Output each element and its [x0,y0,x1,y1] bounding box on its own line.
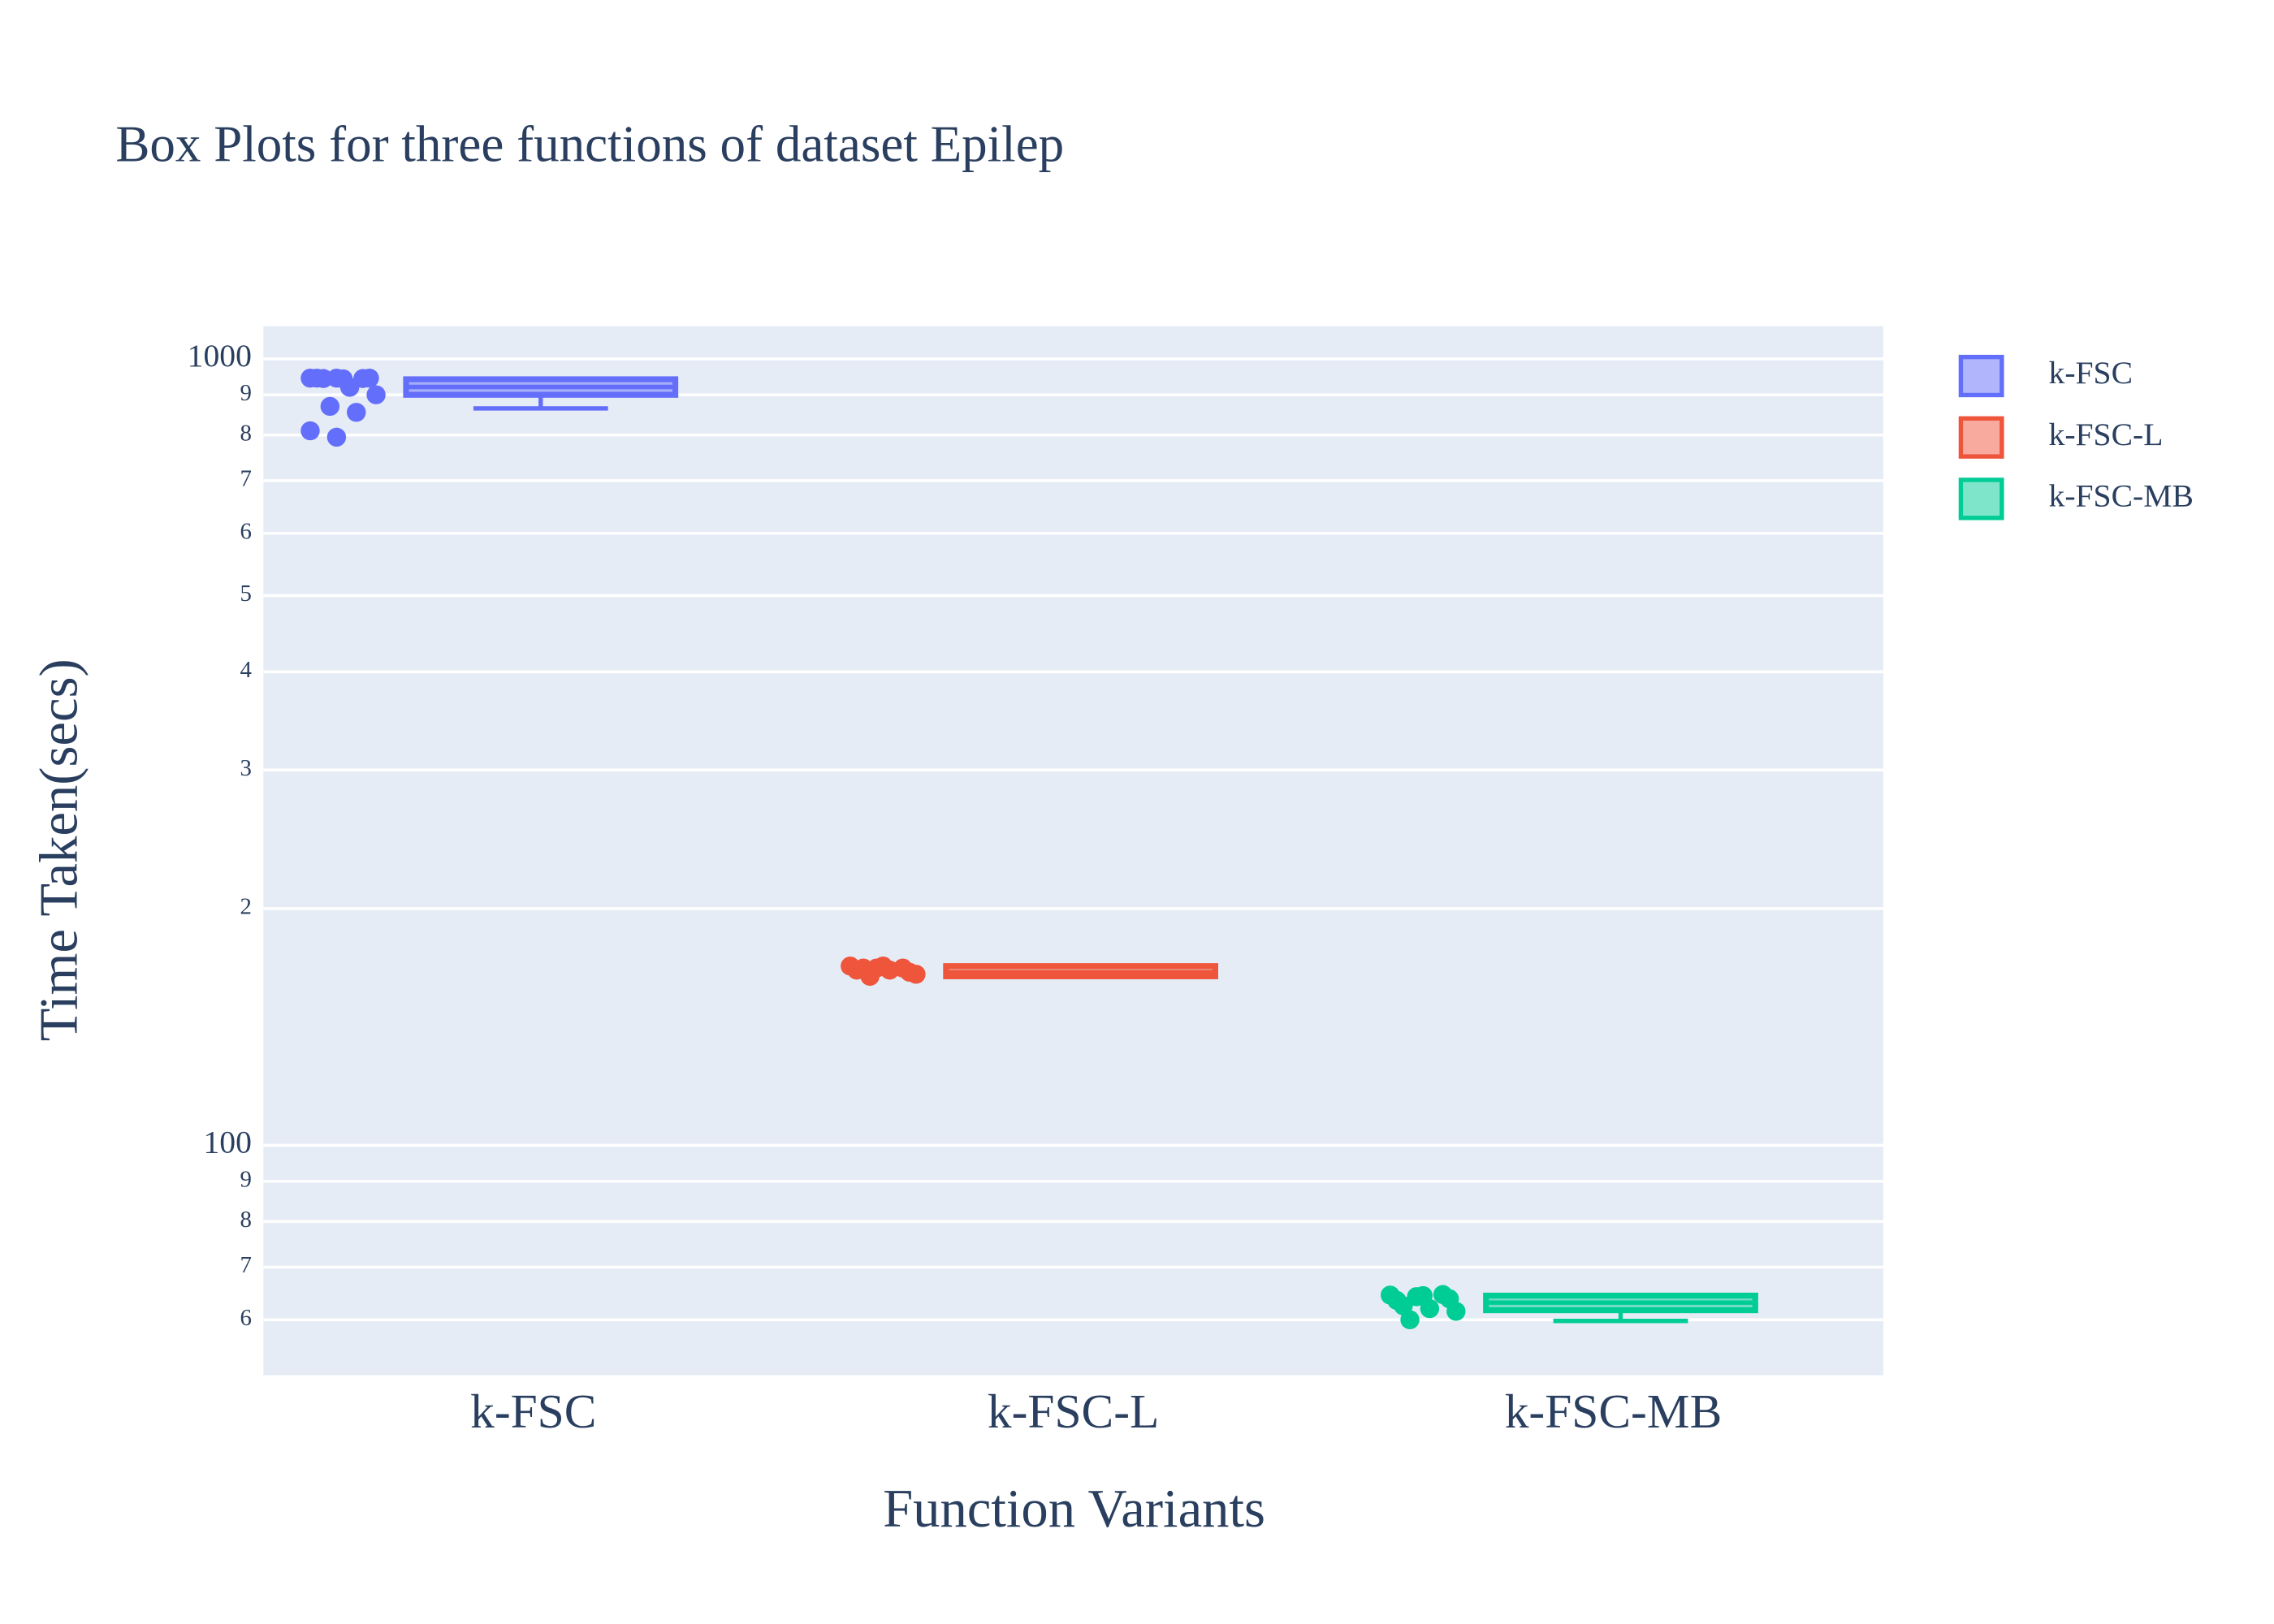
data-point [1420,1298,1440,1319]
y-tick-label: 4 [240,657,252,683]
data-point [320,396,340,417]
y-tick-label: 1000 [188,338,252,374]
box-group [300,368,679,447]
y-tick-label: 9 [240,1166,252,1192]
data-point [313,369,333,388]
y-tick-label: 5 [240,581,252,607]
data-point [906,965,926,984]
data-point [326,427,347,447]
y-tick-label: 6 [240,1305,252,1331]
x-tick-label: k-FSC [470,1384,596,1438]
legend-label: k-FSC-L [2049,417,2164,452]
y-tick-label: 2 [240,893,252,919]
y-tick-label: 7 [240,466,252,492]
y-tick-label: 9 [240,380,252,406]
chart-title: Box Plots for three functions of dataset… [115,115,1064,172]
data-point [360,368,379,388]
box-group [1381,1285,1758,1330]
box-group [841,957,1218,987]
legend-swatch [1958,477,2004,520]
y-axis-title: Time Taken(secs) [30,659,89,1041]
data-point [1446,1302,1466,1321]
y-tick-label: 3 [240,755,252,781]
y-tick-label: 8 [240,1207,252,1233]
data-point [347,403,366,422]
y-tick-label: 7 [240,1252,252,1278]
x-tick-label: k-FSC-L [988,1384,1159,1438]
data-point [860,966,880,987]
x-tick-label: k-FSC-MB [1505,1384,1723,1438]
legend-label: k-FSC-MB [2049,478,2194,514]
data-point [366,385,386,404]
legend-swatch [1958,416,2004,459]
plot-area [263,326,1883,1376]
data-point [339,378,360,397]
legend-label: k-FSC [2049,355,2133,391]
data-point [1400,1310,1420,1330]
legend-swatch [1958,354,2004,398]
y-tick-label: 6 [240,518,252,544]
grid [263,357,1883,1322]
y-tick-label: 100 [203,1125,251,1160]
data-point [880,961,900,980]
y-tick-label: 8 [240,420,252,446]
data-point [300,421,320,441]
x-axis-title: Function Variants [883,1479,1265,1539]
